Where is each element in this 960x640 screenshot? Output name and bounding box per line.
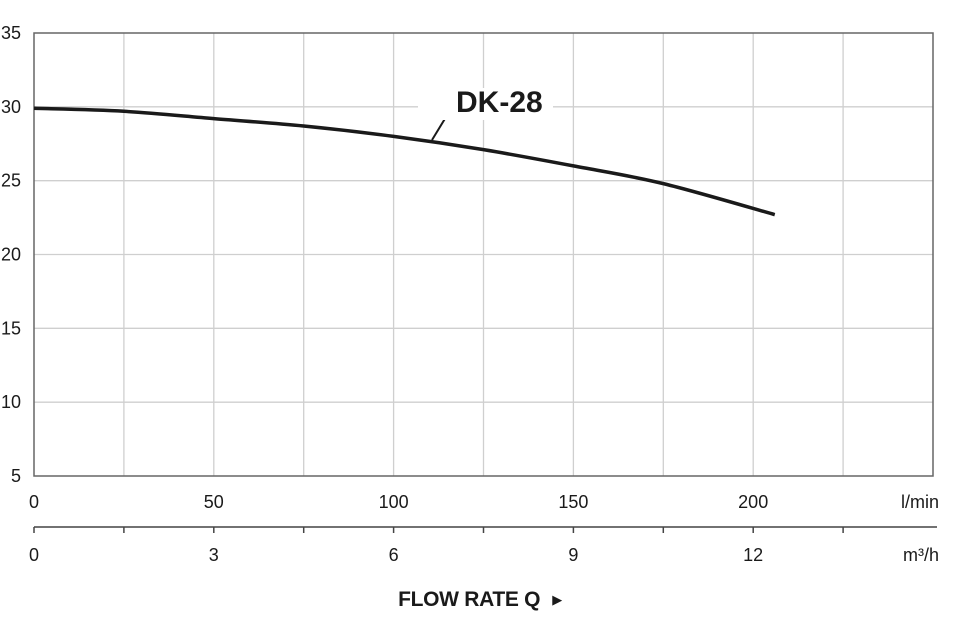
y-tick-label: 20	[1, 245, 21, 265]
y-tick-label: 5	[11, 466, 21, 486]
y-tick-label: 15	[1, 318, 21, 338]
x-tick-label-primary: 200	[738, 492, 768, 512]
plot-frame	[33, 32, 934, 477]
x-tick-label-secondary: 6	[389, 545, 399, 565]
x-tick-label-secondary: 9	[568, 545, 578, 565]
x-tick-label-secondary: 12	[743, 545, 763, 565]
x-tick-label-primary: 0	[29, 492, 39, 512]
x-tick-label-secondary: 3	[209, 545, 219, 565]
y-axis-ticks: 35 30 25 20 15 10 5	[1, 23, 21, 486]
x-tick-label-primary: 50	[204, 492, 224, 512]
x-axis-title-text: FLOW RATE Q	[398, 588, 541, 611]
x-axis-primary-ticks: 0 50 100 150 200	[29, 492, 768, 512]
x-unit-primary: l/min	[901, 492, 939, 512]
x-unit-secondary: m³/h	[903, 545, 939, 565]
label-leader-line	[431, 116, 447, 141]
x-tick-label-primary: 100	[379, 492, 409, 512]
x-axis-title: FLOW RATE Q ▶	[0, 588, 960, 612]
y-tick-label: 35	[1, 23, 21, 43]
x-axis-secondary: 0 3 6 9 12	[29, 526, 937, 565]
series-line-dk-28	[33, 106, 776, 217]
y-tick-label: 25	[1, 171, 21, 191]
series-label: DK-28	[456, 86, 543, 119]
x-tick-label-secondary: 0	[29, 545, 39, 565]
label-backdrop	[418, 88, 553, 120]
x-tick-label-primary: 150	[558, 492, 588, 512]
y-tick-label: 10	[1, 392, 21, 412]
arrow-right-icon: ▶	[552, 592, 562, 607]
y-tick-label: 30	[1, 97, 21, 117]
